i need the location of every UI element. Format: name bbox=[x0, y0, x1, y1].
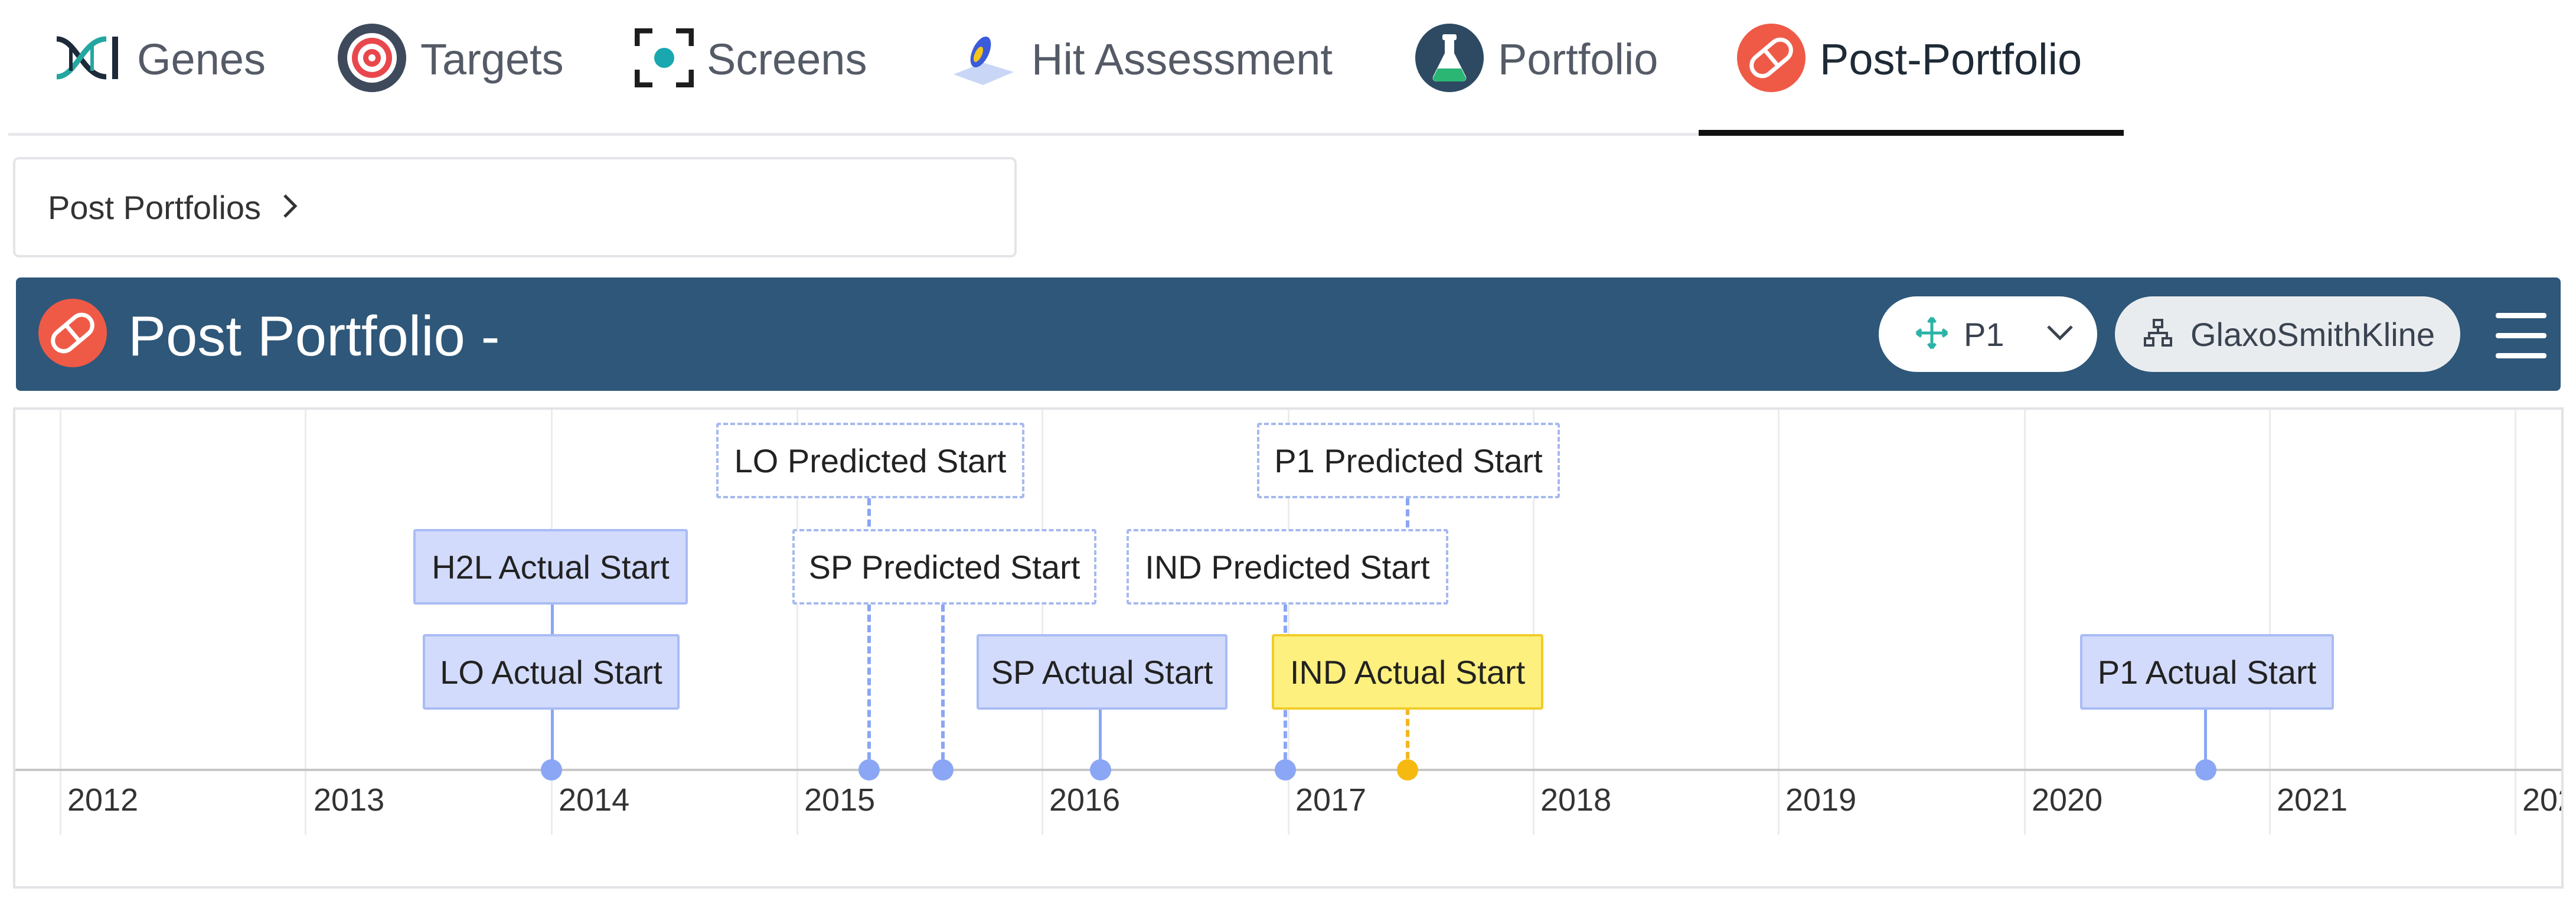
event-marker[interactable] bbox=[541, 759, 562, 781]
event-sp-actual-start[interactable]: SP Actual Start bbox=[977, 634, 1227, 710]
dna-icon bbox=[53, 34, 124, 84]
year-label: 2018 bbox=[1540, 782, 1612, 818]
event-lo-predicted-start[interactable]: LO Predicted Start bbox=[716, 423, 1024, 498]
event-connector bbox=[1406, 708, 1409, 770]
timeline-chart: 2012 2013 2014 2015 2016 2017 2018 2019 … bbox=[13, 407, 2564, 889]
event-h2l-actual-start[interactable]: H2L Actual Start bbox=[413, 529, 688, 605]
breadcrumb-item-post-portfolios[interactable]: Post Portfolios bbox=[48, 188, 262, 226]
menu-icon[interactable] bbox=[2496, 313, 2546, 359]
event-marker[interactable] bbox=[932, 759, 954, 781]
event-lo-actual-start[interactable]: LO Actual Start bbox=[423, 634, 680, 710]
event-marker-current[interactable] bbox=[1397, 759, 1418, 781]
chevron-right-icon bbox=[281, 193, 299, 222]
year-label: 2014 bbox=[559, 782, 630, 818]
event-sp-predicted-start[interactable]: SP Predicted Start bbox=[792, 529, 1096, 605]
event-connector bbox=[867, 498, 871, 770]
event-connector bbox=[941, 605, 945, 770]
gridline-2019 bbox=[1778, 410, 1780, 835]
tab-hit-assessment[interactable]: Hit Assessment bbox=[948, 24, 1333, 94]
page-header: Post Portfolio - P1 GlaxoSmithKline bbox=[16, 277, 2561, 391]
event-connector bbox=[2204, 708, 2207, 770]
target-icon bbox=[337, 22, 407, 96]
event-marker[interactable] bbox=[1090, 759, 1111, 781]
gridline-2018 bbox=[1533, 410, 1535, 835]
tab-portfolio-label: Portfolio bbox=[1498, 34, 1658, 84]
breadcrumb: Post Portfolios bbox=[13, 157, 1017, 257]
org-hierarchy-icon bbox=[2143, 318, 2173, 351]
year-label: 2012 bbox=[67, 782, 139, 818]
active-tab-indicator bbox=[1699, 130, 2124, 136]
gridline-2012 bbox=[60, 410, 61, 835]
organization-name: GlaxoSmithKline bbox=[2190, 315, 2435, 353]
year-label: 2019 bbox=[1785, 782, 1857, 818]
pill-icon bbox=[37, 298, 108, 371]
tab-genes[interactable]: Genes bbox=[53, 24, 266, 94]
tab-screens-label: Screens bbox=[707, 34, 867, 84]
year-label: 2022 bbox=[2522, 782, 2561, 818]
tab-screens[interactable]: Screens bbox=[634, 24, 867, 94]
tab-targets[interactable]: Targets bbox=[337, 22, 564, 96]
tab-targets-label: Targets bbox=[420, 34, 564, 84]
gridline-2020 bbox=[2024, 410, 2026, 835]
event-marker[interactable] bbox=[1275, 759, 1296, 781]
year-label: 2021 bbox=[2277, 782, 2348, 818]
event-p1-predicted-start[interactable]: P1 Predicted Start bbox=[1257, 423, 1560, 498]
gridline-2017 bbox=[1288, 410, 1289, 835]
screen-icon bbox=[634, 28, 694, 90]
page-title: Post Portfolio - bbox=[128, 305, 500, 368]
gridline-2021 bbox=[2269, 410, 2271, 835]
chevron-down-icon bbox=[2046, 324, 2074, 345]
gridline-2016 bbox=[1041, 410, 1043, 835]
event-marker[interactable] bbox=[2195, 759, 2216, 781]
tab-portfolio[interactable]: Portfolio bbox=[1414, 22, 1658, 96]
main-nav: Genes Targets Screens bbox=[0, 0, 2126, 136]
event-p1-actual-start[interactable]: P1 Actual Start bbox=[2080, 634, 2334, 710]
nav-divider bbox=[8, 133, 2122, 136]
year-label: 2015 bbox=[804, 782, 876, 818]
tab-post-portfolio-label: Post-Portfolio bbox=[1820, 34, 2082, 84]
gridline-2015 bbox=[796, 410, 798, 835]
pill-icon bbox=[1736, 22, 1807, 96]
tab-genes-label: Genes bbox=[137, 34, 266, 84]
event-marker[interactable] bbox=[858, 759, 880, 781]
stage-value: P1 bbox=[1964, 315, 2004, 353]
year-label: 2017 bbox=[1295, 782, 1367, 818]
event-connector bbox=[1099, 708, 1102, 770]
tab-hit-assessment-label: Hit Assessment bbox=[1031, 34, 1333, 84]
organization-badge[interactable]: GlaxoSmithKline bbox=[2115, 296, 2460, 372]
move-icon bbox=[1915, 316, 1948, 352]
event-ind-predicted-start[interactable]: IND Predicted Start bbox=[1127, 529, 1448, 605]
tab-post-portfolio[interactable]: Post-Portfolio bbox=[1736, 22, 2082, 96]
gridline-2022 bbox=[2515, 410, 2516, 835]
event-ind-actual-start[interactable]: IND Actual Start bbox=[1272, 634, 1543, 710]
year-label: 2020 bbox=[2032, 782, 2103, 818]
beaker-icon bbox=[1414, 22, 1485, 96]
flask-icon bbox=[948, 28, 1018, 90]
gridline-2013 bbox=[305, 410, 306, 835]
stage-dropdown[interactable]: P1 bbox=[1879, 296, 2097, 372]
year-label: 2013 bbox=[314, 782, 385, 818]
year-label: 2016 bbox=[1049, 782, 1121, 818]
